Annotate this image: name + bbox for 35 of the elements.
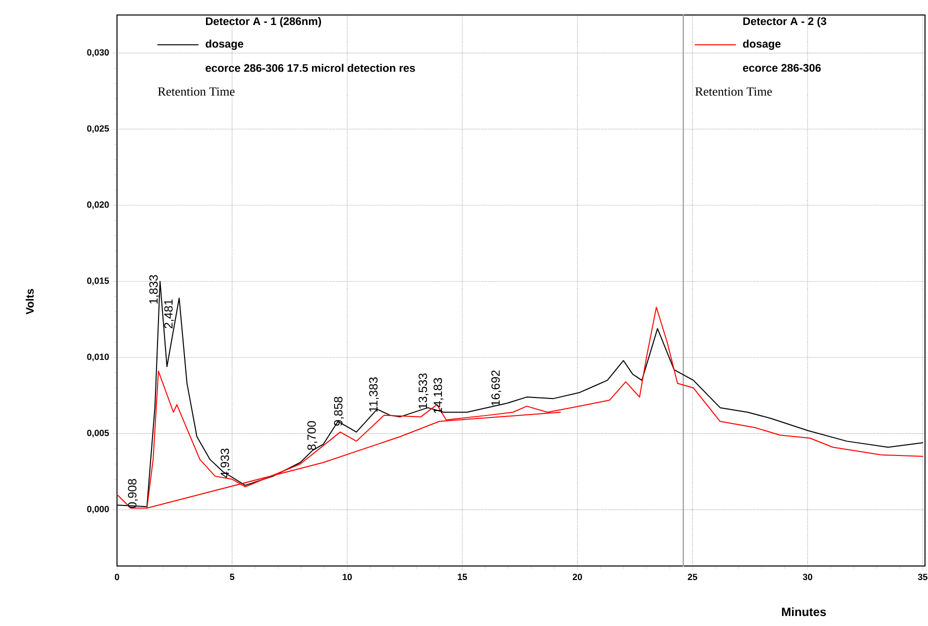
annotation: 8,700	[307, 421, 318, 450]
annotation: 14,183	[434, 378, 444, 414]
annotation: ecorce 286-306	[743, 64, 821, 72]
y-tick-label: 0,005	[87, 430, 109, 438]
annotation: 9,858	[334, 396, 344, 426]
x-axis-title: Minutes	[782, 607, 826, 616]
y-tick-label: 0,010	[87, 354, 109, 362]
annotation: Detector A - 1 (286nm)	[206, 17, 322, 28]
annotation: ecorce 286-306 17.5 microl detection res	[206, 64, 415, 72]
x-tick-label: 10	[342, 574, 352, 580]
y-tick-label: 0,000	[87, 506, 109, 514]
x-tick-label: 20	[572, 574, 582, 580]
annotation: 13,533	[418, 373, 428, 409]
legend-label: dosage	[206, 40, 244, 50]
annotation: Retention Time	[695, 87, 772, 96]
annotation: 11,383	[369, 377, 379, 412]
x-tick-label: 35	[918, 574, 928, 580]
x-tick-label: 25	[688, 574, 698, 580]
x-tick-label: 5	[230, 574, 234, 580]
annotation: 1,833	[149, 275, 160, 304]
annotation: 4,933	[220, 448, 231, 478]
y-axis-title: Volts	[26, 288, 34, 314]
x-tick-label: 15	[458, 574, 468, 580]
annotation: 16,692	[491, 370, 502, 406]
y-tick-label: 0,025	[87, 125, 109, 133]
annotation: 2,481	[164, 299, 174, 328]
x-tick-label: 0	[114, 574, 120, 580]
legend-label: dosage	[743, 40, 781, 50]
y-tick-label: 0,015	[87, 278, 109, 286]
annotation: Detector A - 2 (3	[743, 17, 826, 28]
annotation: Retention Time	[158, 87, 235, 96]
x-tick-label: 30	[802, 574, 812, 580]
annotation: 0,908	[128, 479, 138, 508]
y-tick-label: 0,030	[87, 49, 109, 57]
y-tick-label: 0,020	[87, 201, 109, 210]
